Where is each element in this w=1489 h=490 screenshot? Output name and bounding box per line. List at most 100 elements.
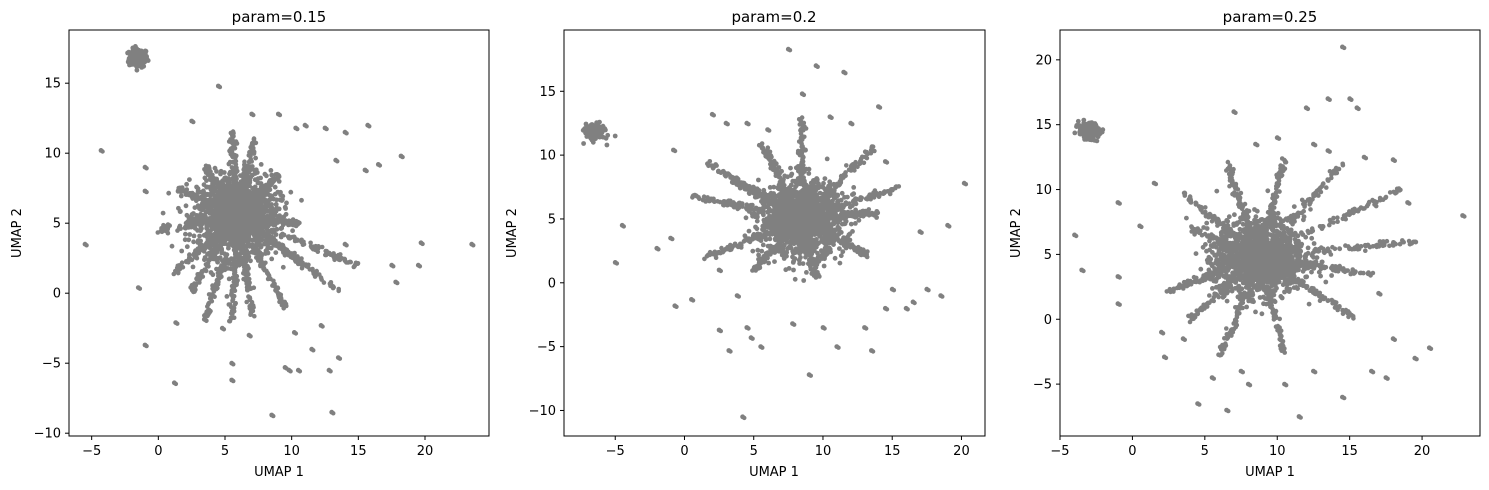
cluster-point (179, 248, 185, 254)
ray-point (253, 199, 258, 205)
ray-point (212, 252, 218, 258)
cluster-point (225, 180, 231, 186)
ray-point (233, 155, 238, 160)
cluster-point (806, 208, 812, 214)
outlier-point (311, 348, 316, 353)
cluster-point (160, 210, 166, 216)
ray-point (194, 220, 200, 225)
cluster-point (796, 257, 802, 263)
cluster-point (823, 241, 828, 247)
cluster-point (252, 236, 258, 242)
ray-point (331, 254, 336, 259)
y-tick-label: 0 (53, 287, 61, 302)
ray-point (213, 282, 219, 288)
ray-point (242, 184, 248, 189)
cluster-point (806, 197, 811, 203)
ray-point (747, 237, 753, 242)
cluster-point (805, 225, 810, 231)
ray-point (228, 146, 234, 151)
ray-point (245, 163, 250, 169)
cluster-point (137, 52, 143, 58)
outlier-point (377, 163, 383, 168)
ray-point (203, 267, 208, 273)
ray-point (198, 242, 204, 247)
ray-point (189, 287, 195, 293)
ray-point (244, 266, 250, 272)
outlier-point (191, 119, 196, 125)
outlier-point (417, 264, 423, 269)
cluster-point (246, 237, 252, 243)
x-tick-label: −5 (82, 444, 101, 459)
cluster-point (269, 172, 275, 178)
ray-point (204, 318, 209, 324)
outlier-point (208, 308, 213, 314)
ray-point (713, 255, 719, 261)
ray-point (300, 242, 306, 247)
cluster-point (182, 237, 188, 243)
ray-point (159, 226, 164, 231)
cluster-point (813, 222, 819, 228)
cluster-point (831, 242, 836, 248)
ray-point (265, 276, 271, 282)
cluster-point (226, 236, 232, 241)
ray-point (217, 185, 222, 190)
outlier-point (344, 131, 349, 136)
outlier-point (277, 112, 283, 118)
ray-point (211, 236, 217, 241)
panel-1-x-ticks: −5 0 5 10 15 20 (82, 436, 433, 459)
ray-point (300, 260, 305, 266)
ray-point (207, 219, 213, 225)
cluster-point (212, 165, 218, 171)
ray-point (271, 178, 277, 184)
cluster-point (220, 205, 225, 211)
ray-point (267, 239, 272, 244)
ray-point (207, 252, 213, 258)
ray-point (271, 217, 276, 222)
ray-point (250, 308, 256, 314)
cluster-point (810, 208, 816, 214)
ray-point (191, 216, 196, 222)
ray-point (242, 159, 247, 164)
cluster-point (813, 187, 819, 193)
ray-point (713, 162, 718, 167)
ray-point (740, 201, 745, 206)
ray-point (755, 207, 761, 213)
cluster-point (788, 173, 794, 179)
cluster-point (178, 193, 184, 199)
cluster-point (290, 228, 295, 234)
cluster-point (288, 189, 294, 195)
cluster-point (226, 200, 232, 206)
cluster-point (793, 236, 798, 242)
ray-point (272, 281, 277, 287)
cluster-point (837, 246, 842, 252)
cluster-point (782, 203, 788, 209)
cluster-point (202, 257, 207, 263)
cluster-point (184, 244, 190, 250)
ray-point (224, 252, 230, 257)
cluster-point (239, 216, 244, 222)
cluster-point (230, 191, 236, 197)
cluster-point (585, 132, 591, 137)
ray-point (276, 292, 281, 297)
outlier-point (175, 321, 180, 326)
cluster-point (794, 213, 800, 219)
cluster-point (221, 170, 227, 175)
ray-point (705, 161, 710, 166)
ray-point (206, 292, 212, 297)
ray-point (281, 306, 287, 311)
ray-point (690, 195, 695, 200)
cluster-point (240, 196, 246, 202)
ray-point (207, 296, 213, 301)
ray-point (182, 225, 188, 231)
cluster-point (191, 239, 197, 245)
cluster-point (850, 192, 855, 198)
ray-point (749, 205, 754, 210)
cluster-point (796, 218, 802, 224)
ray-point (229, 150, 234, 155)
cluster-point (284, 200, 289, 206)
ray-point (273, 241, 278, 247)
ray-point (222, 241, 228, 246)
